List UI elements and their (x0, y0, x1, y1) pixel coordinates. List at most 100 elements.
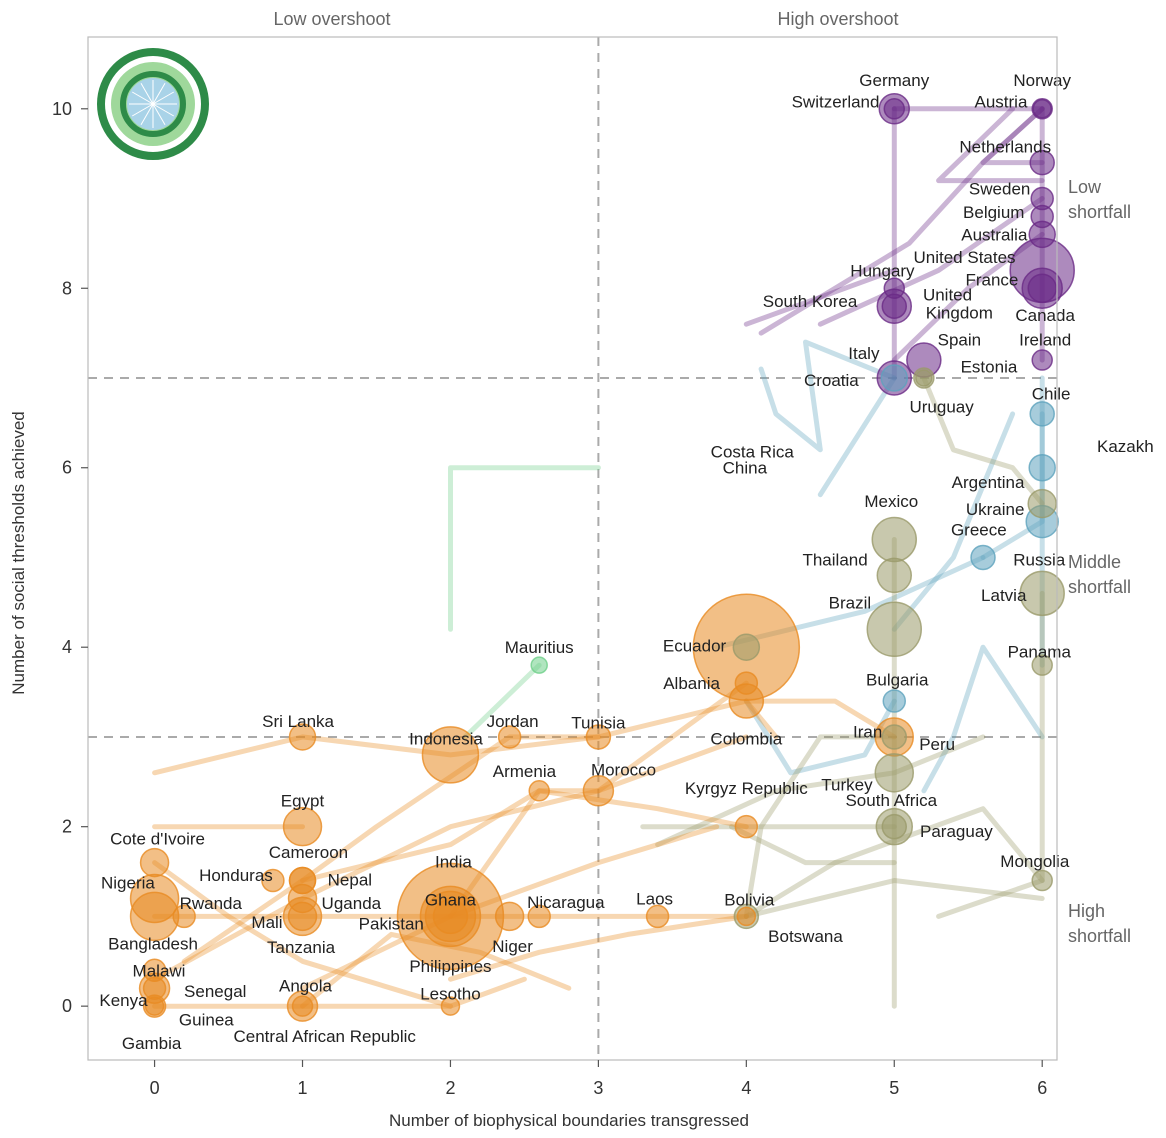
country-point (172, 904, 196, 929)
country-label: China (723, 459, 768, 478)
country-label: Netherlands (959, 137, 1051, 156)
country-label: Indonesia (409, 730, 483, 749)
country-point (736, 906, 757, 927)
country-point (1029, 401, 1055, 427)
country-point (732, 633, 761, 661)
country-points (129, 93, 1075, 1022)
trajectory-line (152, 680, 749, 982)
legend-spoke (152, 103, 175, 117)
country-point (282, 806, 323, 847)
country-label: Honduras (199, 866, 273, 885)
legend-spoke (140, 103, 154, 126)
country-label: Morocco (591, 760, 656, 779)
country-label: Ukraine (966, 500, 1025, 519)
country-label: Gambia (122, 1034, 182, 1053)
country-label: Brazil (829, 593, 872, 612)
country-point (1032, 99, 1052, 119)
country-label: Kyrgyz Republic (685, 779, 808, 798)
legend-spoke (152, 91, 175, 105)
country-label: Sweden (969, 180, 1030, 199)
country-labels: Germany Switzerland Norway Austria Netherlan… (99, 71, 1075, 1053)
country-label: Belgium (963, 203, 1024, 222)
edge-label-kazakh: Kazakh (1097, 437, 1154, 456)
country-point (874, 753, 915, 793)
country-label: Mauritius (505, 638, 574, 657)
trajectory-line (891, 411, 1016, 632)
country-point (883, 98, 906, 120)
country-point (144, 996, 165, 1016)
country-point (497, 725, 522, 749)
country-label: Ecuador (663, 636, 727, 655)
country-point (432, 898, 469, 935)
country-label: Colombia (710, 730, 782, 749)
country-point (1031, 349, 1053, 371)
country-point (915, 369, 933, 387)
country-point (883, 277, 906, 300)
country-label: Uganda (322, 894, 382, 913)
country-point (881, 813, 908, 840)
x-tick-label: 1 (298, 1078, 308, 1098)
country-label: Jordan (487, 712, 539, 731)
country-point (866, 601, 923, 658)
row-label-low-shortfall-1: Low (1068, 177, 1102, 197)
country-point (734, 671, 759, 695)
trajectory-line (921, 375, 1045, 507)
country-label: Panama (1008, 643, 1072, 662)
trajectory-line (152, 976, 527, 1009)
trajectory-line (300, 824, 720, 991)
trajectory-line (743, 267, 897, 327)
country-label: Tanzania (267, 938, 336, 957)
country-label: Angola (279, 977, 332, 996)
country-point (129, 891, 180, 942)
country-point (871, 516, 918, 563)
row-label-high-shortfall-2: shortfall (1068, 926, 1131, 946)
x-tick-label: 0 (150, 1078, 160, 1098)
country-label: Ghana (425, 890, 477, 909)
column-label-high-overshoot: High overshoot (777, 9, 898, 29)
country-label: Senegal (184, 982, 246, 1001)
trajectory-line (448, 734, 749, 919)
country-label: Sri Lanka (262, 712, 334, 731)
country-label: Bulgaria (866, 671, 929, 690)
country-label: Uruguay (909, 398, 974, 417)
country-point (261, 868, 285, 893)
country-point (734, 814, 759, 839)
country-label: Australia (961, 225, 1028, 244)
country-label: Argentina (952, 473, 1025, 492)
country-label: Hungary (850, 261, 915, 280)
legend-ring-inner (120, 71, 186, 137)
trajectory-line (152, 860, 453, 1009)
country-label: Ireland (1019, 330, 1071, 349)
country-label: Albania (663, 674, 720, 693)
x-tick-label: 6 (1037, 1078, 1047, 1098)
country-label: Chile (1032, 384, 1071, 403)
country-label: Guinea (179, 1011, 234, 1030)
legend-spoke (152, 82, 166, 105)
country-point (1027, 488, 1057, 519)
country-point (881, 724, 908, 750)
country-point (527, 904, 551, 929)
y-tick-label: 4 (62, 637, 72, 657)
country-label: Spain (938, 330, 981, 349)
trajectory-line (817, 196, 1045, 327)
country-point (1031, 654, 1053, 676)
country-point (288, 723, 317, 751)
country-label: Philippines (409, 957, 491, 976)
country-label: Canada (1015, 306, 1075, 325)
trajectory-line (743, 734, 897, 919)
country-point (645, 904, 670, 929)
country-point (494, 901, 525, 932)
country-point (528, 780, 550, 802)
country-label: Iran (853, 723, 882, 742)
legend-ring-outer (97, 48, 209, 160)
country-point (288, 866, 317, 895)
trajectory-line (743, 878, 1045, 919)
trajectory-line (817, 375, 897, 498)
country-point (582, 775, 615, 807)
country-label: Mexico (864, 492, 918, 511)
row-label-middle-shortfall-1: Middle (1068, 552, 1121, 572)
country-point (880, 364, 909, 392)
country-point (1028, 453, 1056, 482)
trajectory-line (448, 465, 601, 632)
country-point (421, 726, 480, 784)
